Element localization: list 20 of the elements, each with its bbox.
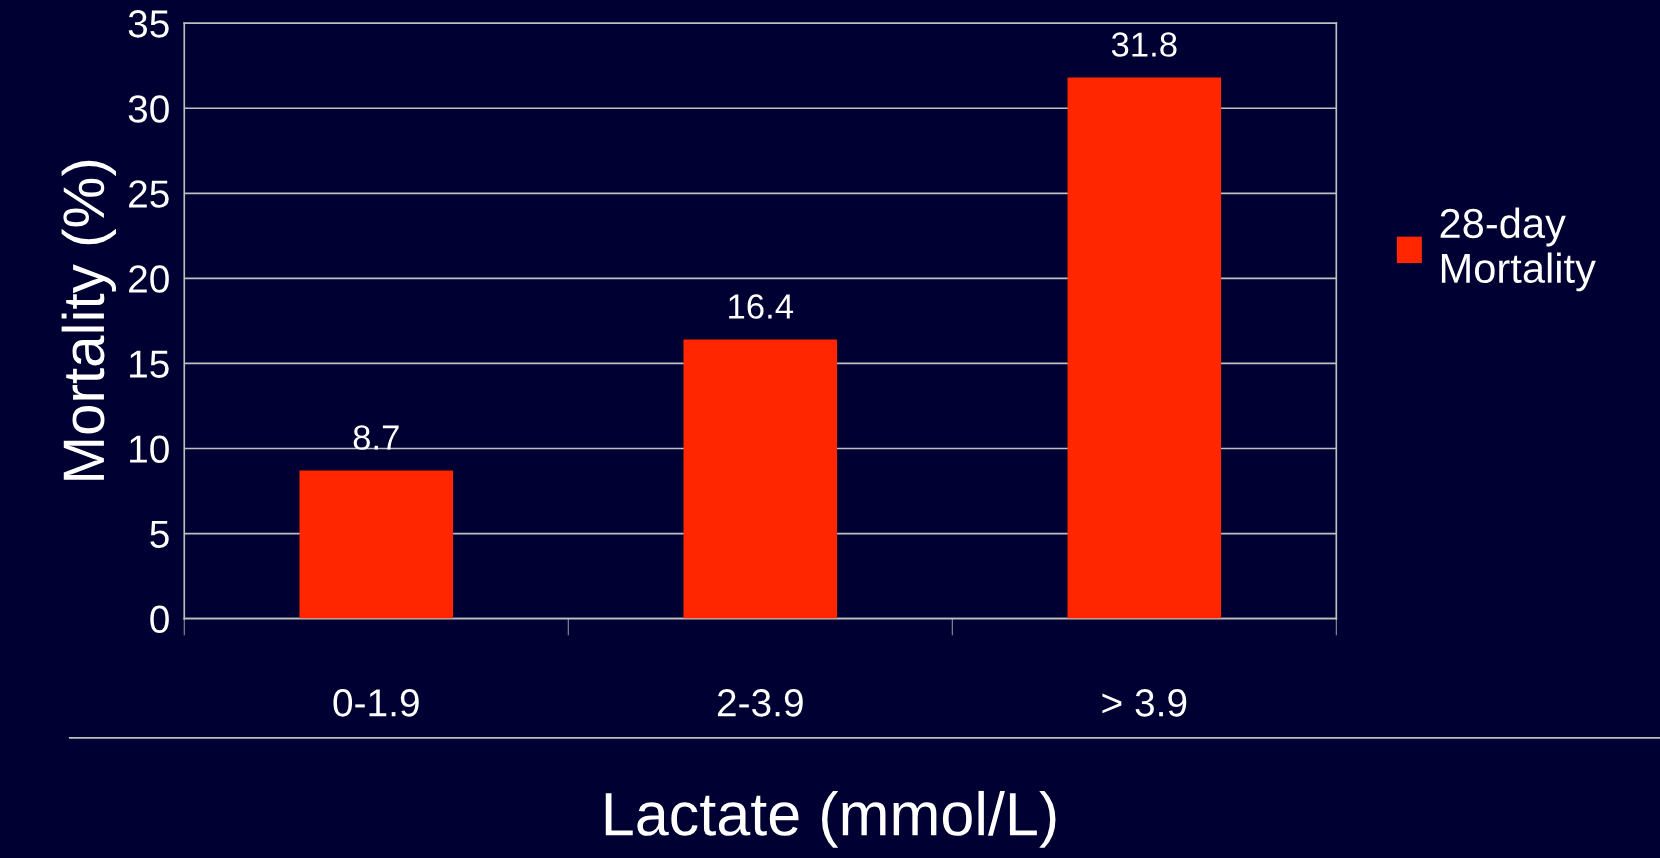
y-tick-label: 35 xyxy=(128,10,169,38)
data-label: 8.7 xyxy=(353,425,399,450)
bar xyxy=(299,470,454,619)
data-label: 31.8 xyxy=(1111,32,1177,57)
x-tick-label: 2-3.9 xyxy=(717,689,803,717)
y-tick-label: 10 xyxy=(130,435,169,463)
x-tick-label: 0-1.9 xyxy=(333,689,419,717)
y-tick-label: 20 xyxy=(129,265,169,293)
x-tick-label: > 3.9 xyxy=(1102,689,1187,717)
y-tick-label: 5 xyxy=(150,520,169,549)
y-tick-label: 25 xyxy=(129,180,169,208)
x-axis-title: Lactate (mmol/L) xyxy=(605,790,1056,848)
y-axis-title: Mortality (%) xyxy=(61,160,117,480)
bar xyxy=(1067,77,1222,619)
bar xyxy=(683,339,838,619)
y-tick-label: 15 xyxy=(130,350,169,378)
y-tick-label: 0 xyxy=(150,605,169,634)
legend-label: 28-day Mortality xyxy=(1440,207,1596,292)
data-label: 16.4 xyxy=(729,294,794,319)
y-tick-label: 30 xyxy=(128,95,169,123)
